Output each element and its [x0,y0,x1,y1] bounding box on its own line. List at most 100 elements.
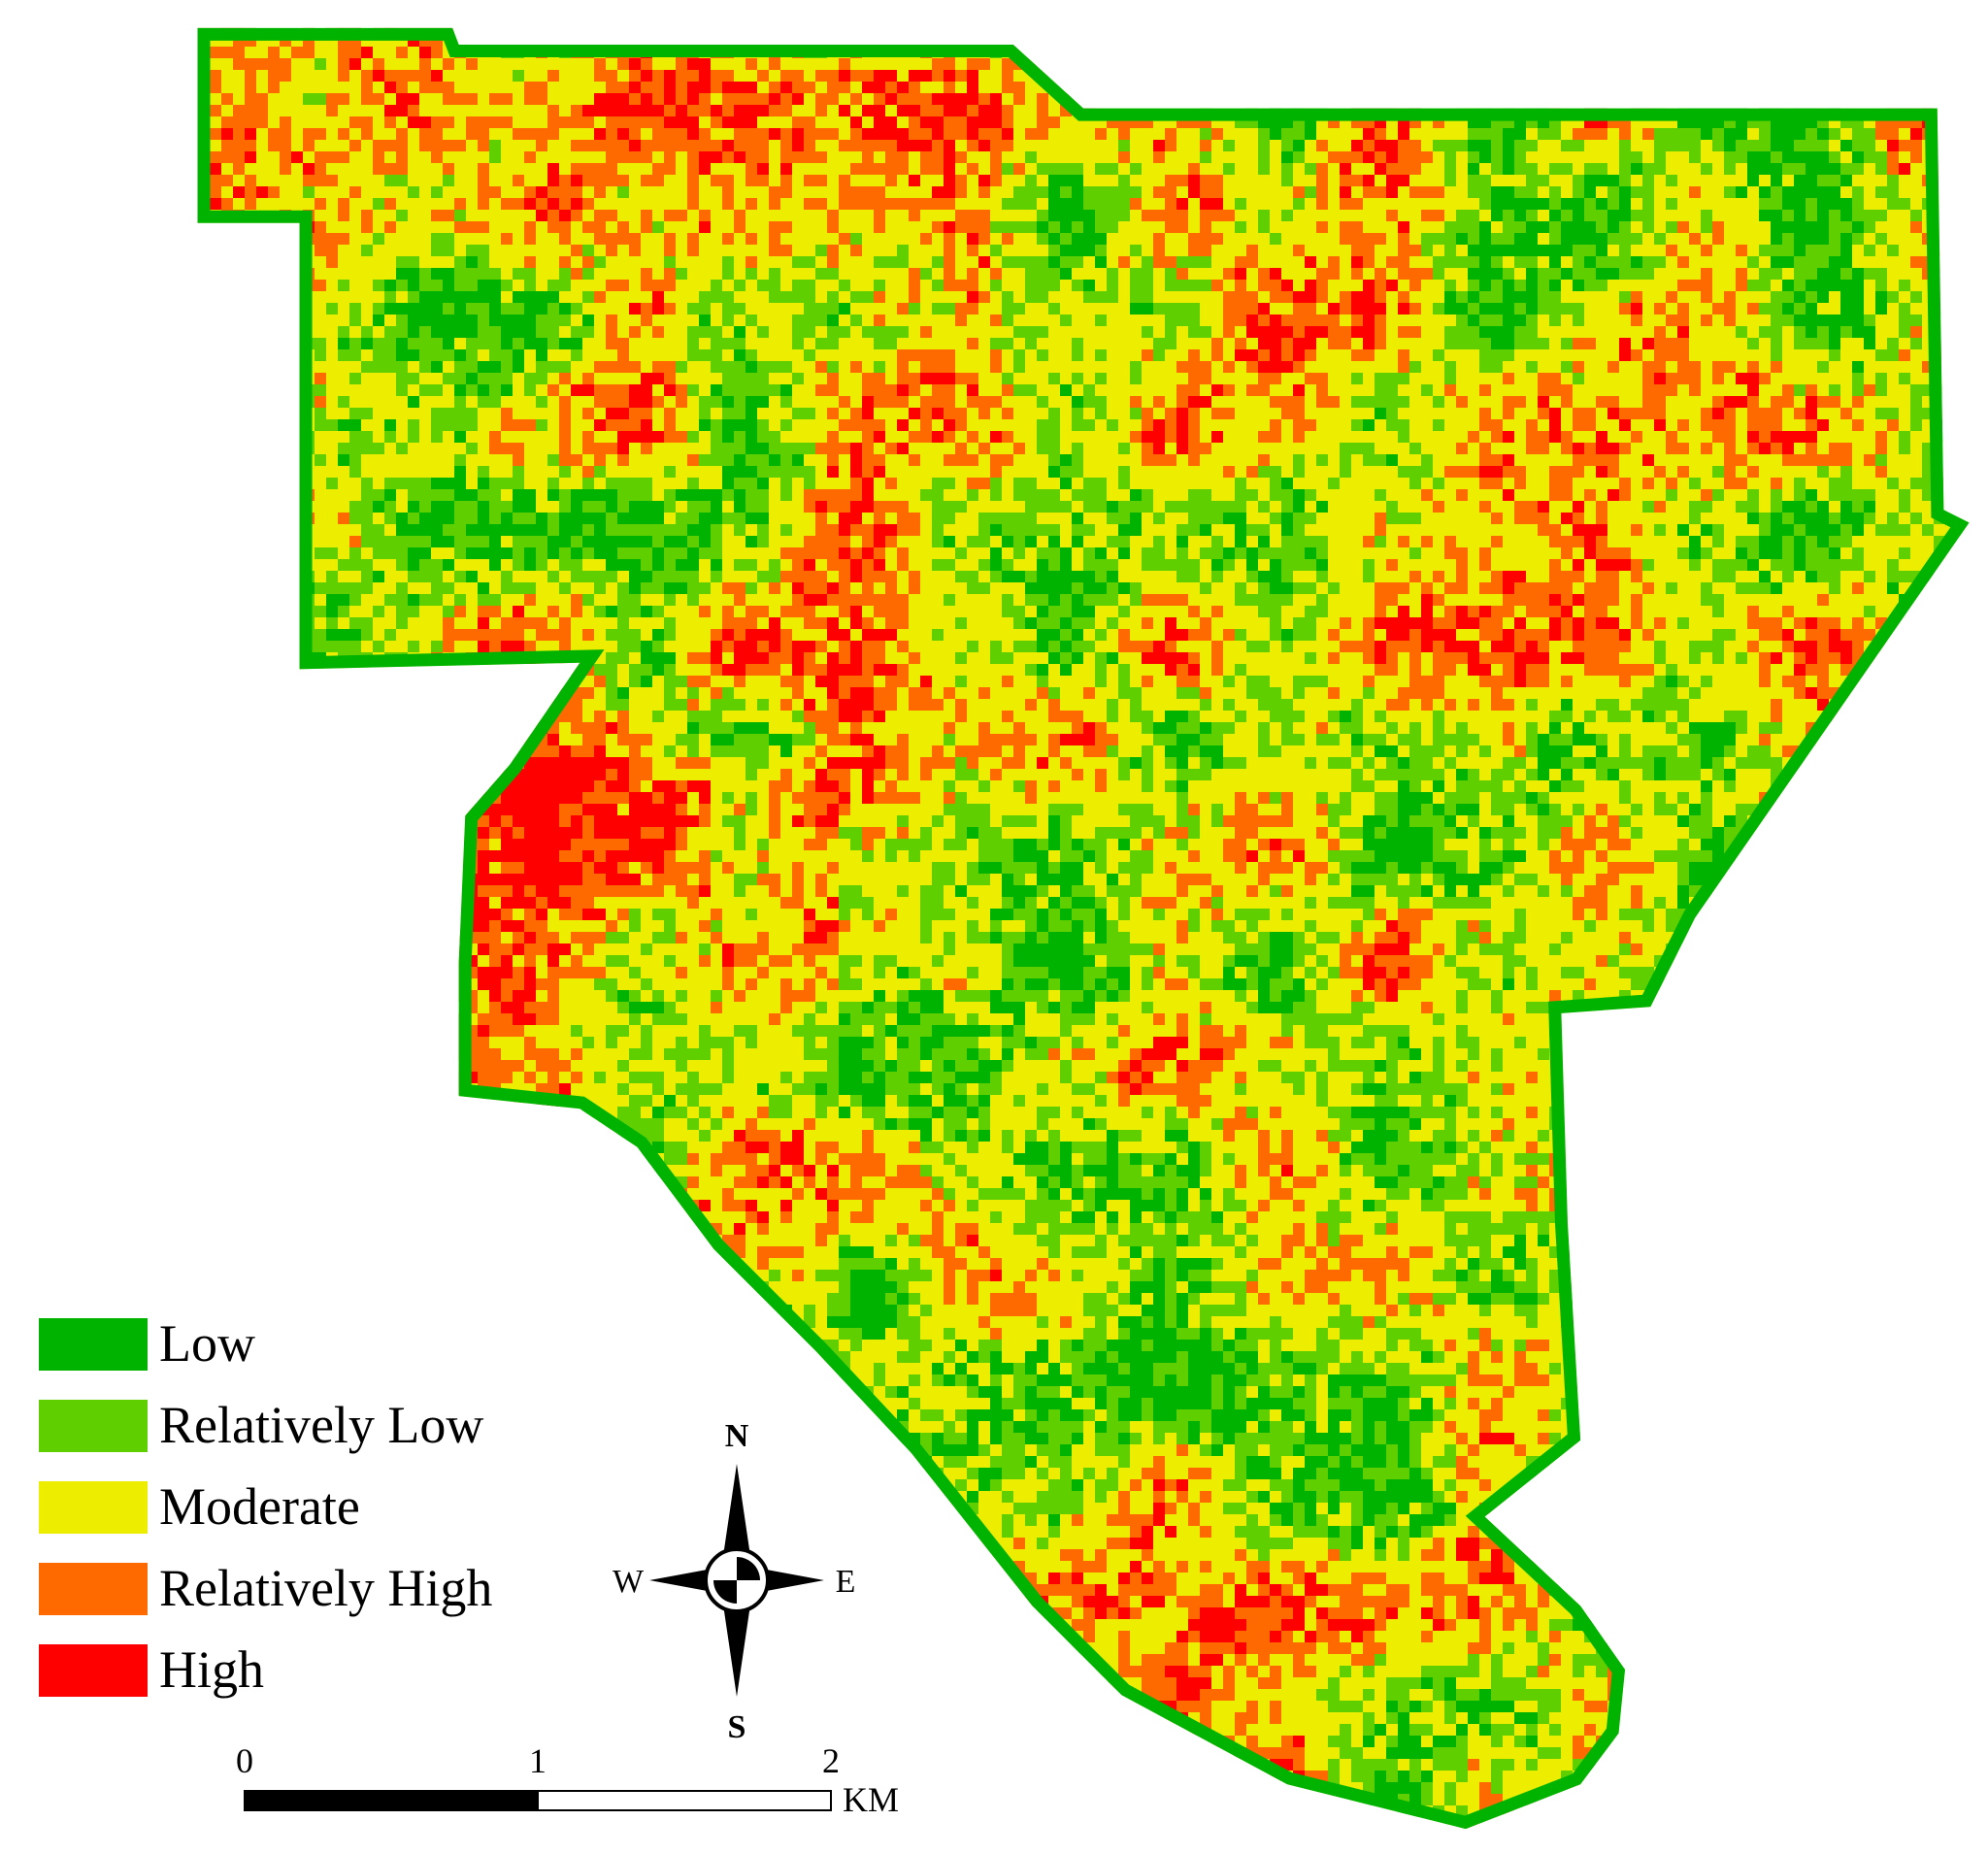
raster-cell [1642,268,1654,280]
raster-cell [1142,594,1153,606]
raster-cell [431,186,443,198]
raster-cell [373,338,384,349]
raster-cell [338,280,349,291]
raster-cell [559,408,571,419]
raster-cell [1176,221,1188,233]
raster-cell [769,652,780,664]
raster-cell [1864,571,1875,582]
raster-cell [594,571,606,582]
raster-cell [1771,303,1782,315]
raster-cell [1584,536,1596,547]
raster-cell [1002,315,1013,326]
raster-cell [1561,699,1573,711]
raster-cell [431,268,443,280]
raster-cell [909,128,920,140]
raster-cell [443,559,454,571]
raster-cell [1829,128,1840,140]
raster-cell [1526,676,1538,687]
raster-cell [757,501,769,513]
raster-cell [1083,606,1095,617]
raster-cell [1142,711,1153,722]
raster-cell [1491,431,1503,443]
raster-cell [1479,745,1491,757]
raster-cell [617,815,629,827]
raster-cell [722,268,734,280]
raster-cell [990,245,1002,256]
raster-cell [1631,151,1642,163]
raster-cell [641,536,652,547]
raster-cell [1433,687,1444,699]
raster-cell [536,361,547,373]
raster-cell [920,140,932,151]
raster-cell [1852,140,1864,151]
raster-cell [1165,408,1176,419]
raster-cell [1258,594,1270,606]
raster-cell [1701,221,1712,233]
raster-cell [559,745,571,757]
raster-cell [594,839,606,850]
raster-cell [396,384,408,396]
raster-cell [1503,839,1514,850]
raster-cell [489,373,501,384]
raster-cell [885,163,897,175]
raster-cell [676,489,687,501]
raster-cell [687,734,699,745]
raster-cell [1351,443,1363,454]
raster-cell [734,93,746,105]
raster-cell [1503,268,1514,280]
raster-cell [944,70,955,82]
raster-cell [1258,524,1270,536]
raster-cell [1771,559,1782,571]
raster-cell [1153,210,1165,221]
raster-cell [920,431,932,443]
raster-cell [1025,175,1037,186]
raster-cell [699,291,711,303]
raster-cell [1072,454,1083,466]
raster-cell [571,140,582,151]
raster-cell [1083,571,1095,582]
raster-cell [1701,641,1712,652]
raster-cell [1444,245,1456,256]
raster-cell [1561,140,1573,151]
raster-cell [815,745,827,757]
raster-cell [1433,233,1444,245]
raster-cell [734,210,746,221]
raster-cell [652,664,664,676]
raster-cell [839,559,850,571]
raster-cell [315,629,326,641]
raster-cell [676,815,687,827]
raster-cell [1642,221,1654,233]
raster-cell [874,221,885,233]
raster-cell [722,140,734,151]
raster-cell [1584,221,1596,233]
raster-cell [711,151,722,163]
raster-cell [571,501,582,513]
raster-cell [1538,431,1549,443]
raster-cell [1887,513,1899,524]
raster-cell [1689,513,1701,524]
raster-cell [874,361,885,373]
raster-cell [513,559,524,571]
raster-cell [734,128,746,140]
raster-cell [734,221,746,233]
raster-cell [1200,699,1211,711]
raster-cell [1293,338,1305,349]
raster-cell [513,268,524,280]
raster-cell [792,454,804,466]
raster-cell [664,466,676,478]
raster-cell [1176,501,1188,513]
raster-cell [815,815,827,827]
raster-cell [990,571,1002,582]
raster-cell [815,501,827,513]
raster-cell [699,536,711,547]
raster-cell [1736,151,1747,163]
raster-cell [326,151,338,163]
raster-cell [1118,256,1130,268]
raster-cell [361,361,373,373]
raster-cell [1188,245,1200,256]
raster-cell [1444,804,1456,815]
raster-cell [1107,745,1118,757]
raster-cell [757,175,769,186]
raster-cell [897,757,909,769]
raster-cell [1456,571,1468,582]
